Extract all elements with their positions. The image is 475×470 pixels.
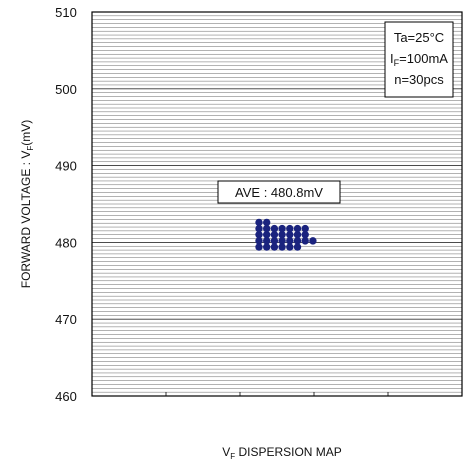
horizontal-grid-lines <box>92 15 462 393</box>
data-point <box>278 243 286 251</box>
data-point <box>293 237 302 245</box>
data-point <box>270 243 279 251</box>
data-point <box>301 231 309 239</box>
condition-current: IF=100mA <box>390 51 448 68</box>
data-point <box>293 243 302 251</box>
x-tick-marks <box>165 392 389 396</box>
data-point <box>309 237 317 245</box>
data-point <box>255 224 263 233</box>
data-point <box>301 237 309 245</box>
y-tick-labels: 510 500 490 480 470 460 <box>55 5 77 404</box>
data-point <box>278 224 286 233</box>
data-point <box>270 231 279 239</box>
data-point <box>278 231 286 239</box>
data-point <box>270 237 279 245</box>
x-axis-label: VF DISPERSION MAP <box>222 445 342 461</box>
y-tick-label: 480 <box>55 235 77 250</box>
y-axis-label: FORWARD VOLTAGE : VF(mV) <box>19 120 35 288</box>
data-point <box>286 243 294 251</box>
conditions-box <box>384 21 454 98</box>
condition-temperature: Ta=25°C <box>394 30 444 45</box>
y-tick-label: 470 <box>55 312 77 327</box>
y-tick-label: 500 <box>55 82 77 97</box>
data-point <box>293 231 302 239</box>
data-point <box>278 237 286 245</box>
data-points <box>255 218 317 251</box>
data-point <box>301 224 309 233</box>
data-point <box>286 237 294 245</box>
data-point <box>293 224 302 233</box>
data-point <box>263 237 271 245</box>
data-point <box>286 231 294 239</box>
data-point <box>263 231 271 239</box>
data-point <box>263 243 271 251</box>
data-point <box>255 218 263 227</box>
plot-area <box>91 11 463 397</box>
data-point <box>263 218 271 227</box>
data-point <box>255 231 263 239</box>
data-point <box>270 224 279 233</box>
average-annotation-box <box>217 180 341 204</box>
data-point <box>263 224 271 233</box>
y-tick-label: 460 <box>55 389 77 404</box>
data-point <box>255 237 263 245</box>
data-point <box>255 243 263 251</box>
condition-sample-count: n=30pcs <box>394 72 444 87</box>
average-annotation: AVE : 480.8mV <box>235 185 323 200</box>
y-tick-label: 510 <box>55 5 77 20</box>
y-tick-label: 490 <box>55 159 77 174</box>
data-point <box>286 224 294 233</box>
